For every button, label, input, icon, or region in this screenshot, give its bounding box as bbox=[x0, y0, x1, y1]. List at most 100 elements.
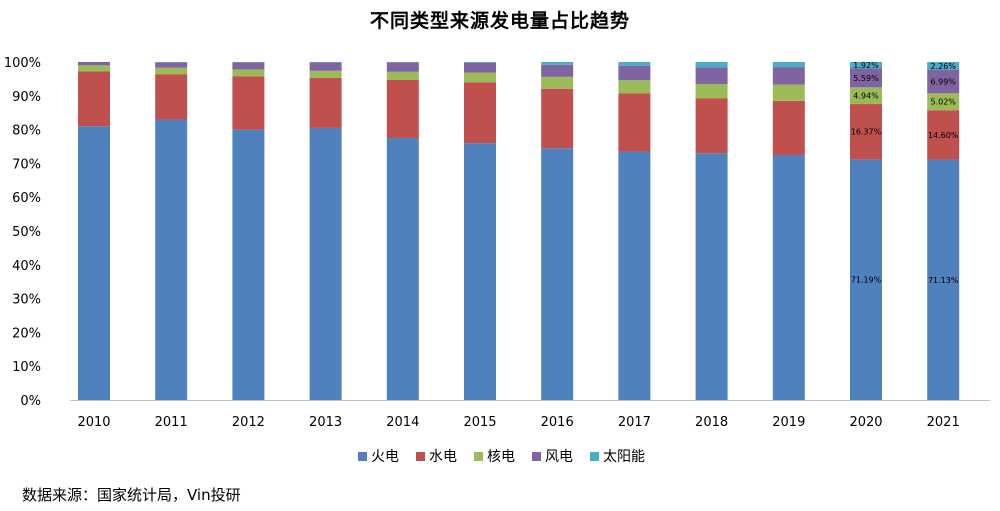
legend-label: 水电 bbox=[429, 449, 457, 465]
data-label: 6.99% bbox=[930, 77, 956, 86]
legend-label: 火电 bbox=[371, 449, 399, 465]
bar-segment-核电-2017 bbox=[618, 80, 651, 94]
legend-swatch-核电 bbox=[474, 452, 483, 461]
bar-segment-火电-2012 bbox=[232, 129, 265, 400]
legend-label: 风电 bbox=[545, 449, 573, 465]
bar-segment-火电-2011 bbox=[155, 119, 188, 401]
bar-segment-水电-2018 bbox=[695, 98, 728, 154]
bar-segment-风电-2010 bbox=[78, 62, 110, 66]
bar-segment-太阳能-2016 bbox=[541, 62, 574, 65]
bar-segment-风电-2016 bbox=[541, 64, 574, 77]
bar-segment-太阳能-2021 bbox=[927, 62, 960, 70]
data-label: 1.92% bbox=[853, 61, 879, 70]
data-label: 5.02% bbox=[930, 98, 956, 107]
bar-segment-风电-2015 bbox=[464, 62, 496, 73]
y-tick-label: 80% bbox=[12, 124, 41, 139]
bar-segment-风电-2021 bbox=[927, 69, 960, 94]
bar-segment-火电-2020 bbox=[850, 159, 882, 400]
y-tick-label: 70% bbox=[12, 157, 41, 172]
y-tick-label: 30% bbox=[12, 293, 41, 308]
bar-segment-水电-2015 bbox=[464, 82, 496, 144]
bar-segment-水电-2019 bbox=[772, 100, 805, 155]
bar-segment-太阳能-2019 bbox=[772, 62, 805, 68]
legend-label: 太阳能 bbox=[603, 449, 645, 465]
bar-segment-水电-2017 bbox=[618, 93, 651, 152]
bar-segment-核电-2015 bbox=[464, 72, 496, 83]
data-label: 4.94% bbox=[853, 92, 879, 101]
y-tick-label: 90% bbox=[12, 90, 41, 105]
bar-segment-核电-2010 bbox=[78, 65, 110, 72]
y-tick-label: 40% bbox=[12, 259, 41, 274]
bar-segment-火电-2016 bbox=[541, 148, 574, 400]
x-tick-label: 2011 bbox=[155, 415, 188, 430]
legend-swatch-水电 bbox=[416, 452, 425, 461]
bar-segment-核电-2012 bbox=[232, 69, 265, 77]
bar-segment-核电-2021 bbox=[927, 93, 960, 111]
bar-segment-火电-2017 bbox=[618, 151, 651, 400]
bar-segment-火电-2015 bbox=[464, 143, 496, 400]
x-tick-label: 2019 bbox=[772, 415, 805, 430]
x-tick-label: 2017 bbox=[618, 415, 651, 430]
bar-segment-火电-2021 bbox=[927, 159, 960, 400]
bar-segment-水电-2014 bbox=[386, 79, 419, 139]
y-tick-label: 20% bbox=[12, 326, 41, 341]
y-tick-label: 10% bbox=[12, 360, 41, 375]
bar-segment-风电-2014 bbox=[386, 62, 419, 72]
bar-segment-风电-2019 bbox=[772, 67, 805, 85]
bar-segment-水电-2020 bbox=[850, 104, 882, 160]
x-tick-label: 2021 bbox=[927, 415, 960, 430]
bar-segment-火电-2013 bbox=[309, 127, 342, 400]
data-label: 71.13% bbox=[928, 276, 959, 285]
legend-swatch-风电 bbox=[532, 452, 541, 461]
bar-segment-水电-2021 bbox=[927, 110, 960, 160]
x-tick-label: 2015 bbox=[463, 415, 496, 430]
legend-label: 核电 bbox=[487, 449, 515, 465]
y-tick-label: 100% bbox=[4, 56, 41, 71]
bar-segment-火电-2018 bbox=[695, 153, 728, 400]
bar-segment-水电-2016 bbox=[541, 88, 574, 149]
bar-segment-水电-2011 bbox=[155, 74, 188, 120]
data-label: 16.37% bbox=[851, 128, 882, 137]
bar-segment-水电-2010 bbox=[78, 71, 110, 127]
bar-segment-核电-2020 bbox=[850, 87, 882, 105]
bar-segment-水电-2013 bbox=[309, 77, 342, 128]
bar-segment-风电-2018 bbox=[695, 67, 728, 84]
bar-segment-核电-2014 bbox=[386, 71, 419, 80]
bar-segment-火电-2014 bbox=[386, 138, 419, 401]
data-label: 5.59% bbox=[853, 74, 879, 83]
chart-title: 不同类型来源发电量占比趋势 bbox=[369, 10, 630, 32]
data-label: 71.19% bbox=[851, 276, 882, 285]
x-tick-label: 2010 bbox=[77, 415, 110, 430]
bar-segment-火电-2019 bbox=[772, 154, 805, 400]
data-label: 2.26% bbox=[930, 62, 956, 71]
x-tick-label: 2016 bbox=[541, 415, 574, 430]
bar-segment-核电-2013 bbox=[309, 70, 342, 78]
bar-segment-核电-2016 bbox=[541, 76, 574, 89]
y-tick-label: 0% bbox=[20, 394, 41, 409]
bar-segment-风电-2012 bbox=[232, 62, 265, 70]
source-note: 数据来源：国家统计局，Vin投研 bbox=[22, 486, 241, 504]
y-tick-label: 50% bbox=[12, 225, 41, 240]
bar-segment-太阳能-2020 bbox=[850, 61, 882, 69]
x-tick-label: 2014 bbox=[386, 415, 419, 430]
bar-segment-核电-2019 bbox=[772, 84, 805, 101]
legend-swatch-太阳能 bbox=[590, 452, 599, 461]
bar-segment-核电-2018 bbox=[695, 83, 728, 99]
bar-segment-火电-2010 bbox=[78, 126, 110, 400]
bar-segment-风电-2011 bbox=[155, 62, 188, 68]
bar-segment-太阳能-2018 bbox=[695, 62, 728, 68]
y-tick-label: 60% bbox=[12, 191, 41, 206]
bar-segment-水电-2012 bbox=[232, 76, 265, 130]
data-label: 14.60% bbox=[928, 131, 959, 140]
bar-segment-风电-2020 bbox=[850, 68, 882, 88]
x-tick-label: 2012 bbox=[232, 415, 265, 430]
x-tick-label: 2020 bbox=[849, 415, 882, 430]
bar-segment-风电-2017 bbox=[618, 65, 651, 81]
x-tick-label: 2013 bbox=[309, 415, 342, 430]
bar-segment-核电-2011 bbox=[155, 67, 188, 75]
bar-segment-风电-2013 bbox=[309, 62, 342, 71]
x-tick-label: 2018 bbox=[695, 415, 728, 430]
bar-segment-太阳能-2017 bbox=[618, 62, 651, 66]
bar-segment-太阳能-2015 bbox=[464, 62, 496, 63]
